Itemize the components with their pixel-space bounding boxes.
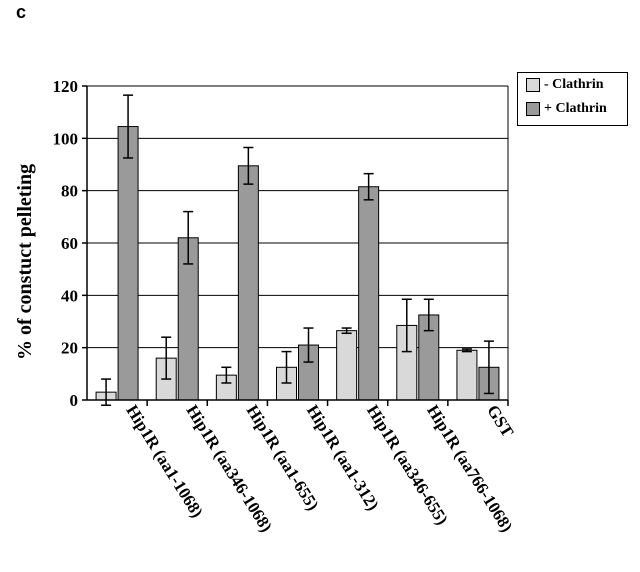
x-tick-label: GST <box>483 402 517 441</box>
legend: - Clathrin + Clathrin <box>517 72 628 126</box>
legend-item-plus-clathrin: + Clathrin <box>526 101 607 117</box>
bar-minus-clathrin <box>456 349 478 401</box>
legend-label-plus-clathrin: + Clathrin <box>544 101 607 116</box>
y-tick-label: 40 <box>61 286 78 305</box>
bar-plus-clathrin <box>237 165 259 401</box>
x-tick-labels: Hip1R (aa1-1068)Hip1R (aa346-1068)Hip1R … <box>122 402 517 536</box>
bar-plus-clathrin <box>117 126 139 401</box>
y-tick-label: 20 <box>61 339 78 358</box>
bar-minus-clathrin <box>336 330 358 401</box>
y-tick-labels: 0 20 40 60 80 100 120 <box>53 77 79 410</box>
axes <box>82 85 509 406</box>
y-tick-label: 0 <box>70 391 79 410</box>
legend-label-minus-clathrin: - Clathrin <box>544 77 604 92</box>
y-axis-label: % of constuct pelleting <box>14 163 36 360</box>
y-tick-label: 60 <box>61 234 78 253</box>
gridlines <box>87 85 508 349</box>
y-tick-label: 120 <box>53 77 79 96</box>
bar-plus-clathrin <box>358 186 380 401</box>
y-tick-label: 100 <box>53 129 79 148</box>
bars <box>95 126 500 401</box>
legend-item-minus-clathrin: - Clathrin <box>526 77 604 93</box>
panel-label: c <box>16 2 27 22</box>
y-tick-label: 80 <box>61 182 78 201</box>
legend-swatch-minus-clathrin <box>526 78 540 92</box>
error-bars <box>101 94 494 406</box>
legend-swatch-plus-clathrin <box>526 102 540 116</box>
